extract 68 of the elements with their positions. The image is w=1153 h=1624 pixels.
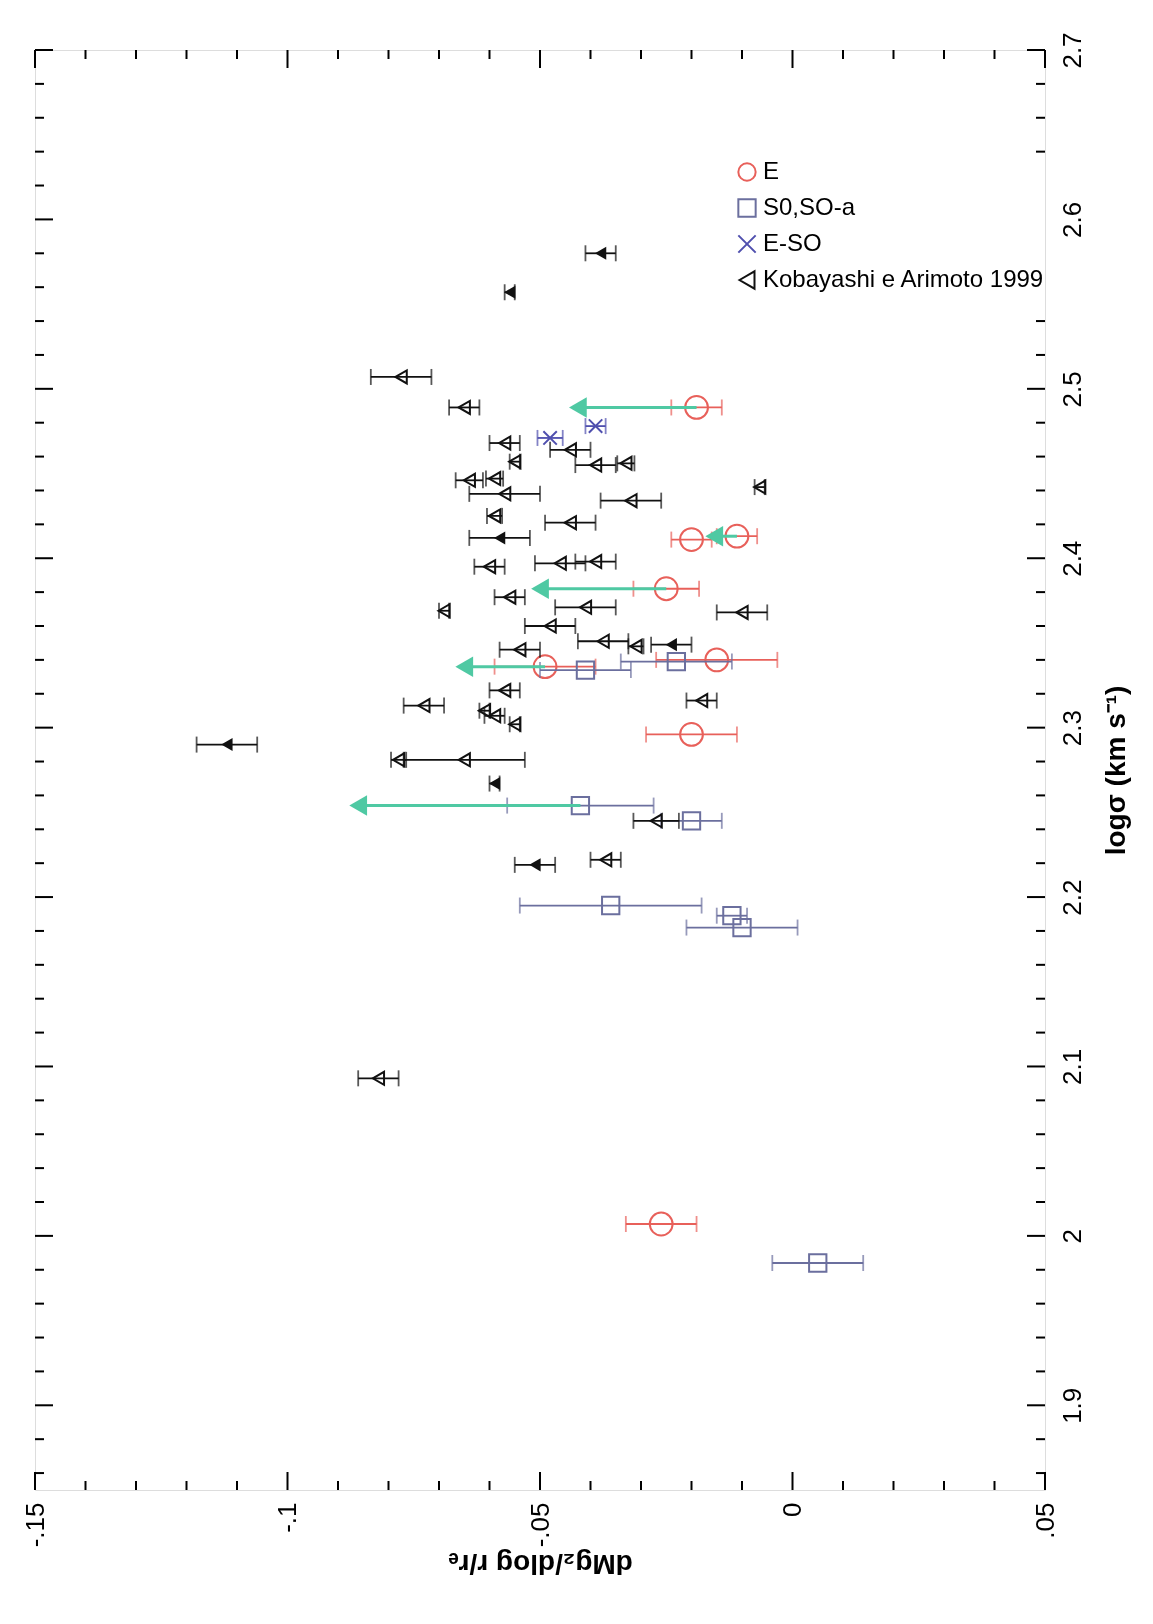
point xyxy=(665,638,677,652)
point xyxy=(588,554,603,570)
point xyxy=(553,555,567,571)
point xyxy=(704,647,730,673)
y-tick-label: 2.2 xyxy=(1056,879,1087,916)
point xyxy=(417,698,431,714)
point xyxy=(482,559,497,575)
point xyxy=(588,457,603,473)
x-tick-label: -.05 xyxy=(524,1502,555,1548)
y-tick-label: 2.1 xyxy=(1056,1048,1087,1086)
point xyxy=(503,589,517,605)
point xyxy=(649,813,663,829)
point xyxy=(735,604,749,620)
point xyxy=(498,486,512,502)
point xyxy=(694,693,709,709)
point xyxy=(487,708,502,724)
x-tick-label: -.1 xyxy=(272,1502,302,1533)
y-tick-label: 2.7 xyxy=(1056,32,1087,69)
point xyxy=(462,472,476,488)
point xyxy=(601,895,621,916)
legend-label: E-SO xyxy=(763,229,822,256)
point xyxy=(684,395,709,420)
point xyxy=(681,811,702,831)
point xyxy=(624,493,638,509)
point xyxy=(653,576,679,602)
point xyxy=(808,1253,828,1273)
point xyxy=(594,246,607,260)
x-tick-label: -.15 xyxy=(19,1502,50,1548)
point xyxy=(371,1070,386,1086)
point xyxy=(599,852,613,868)
point xyxy=(679,527,704,552)
point xyxy=(578,599,593,615)
point xyxy=(563,442,577,458)
x-tick-label: .05 xyxy=(1029,1502,1060,1539)
legend-label: E xyxy=(763,157,780,184)
point xyxy=(648,1211,674,1237)
y-tick-label: 2.3 xyxy=(1056,710,1087,747)
y-tick-label: 2.5 xyxy=(1056,371,1087,408)
y-tick-label: 2.6 xyxy=(1056,201,1087,238)
legend-label: Kobayashi e Arimoto 1999 xyxy=(763,265,1044,292)
legend-label: S0,SO-a xyxy=(763,193,856,220)
point xyxy=(532,654,558,680)
point xyxy=(563,515,577,531)
point xyxy=(570,795,591,816)
point xyxy=(513,642,527,658)
point xyxy=(221,738,233,752)
x-axis-title: dMg₂/dlog r/rₑ xyxy=(448,1549,633,1581)
point xyxy=(722,906,742,926)
point xyxy=(732,917,752,938)
point xyxy=(542,430,558,446)
x-tick-label: 0 xyxy=(777,1502,807,1517)
point xyxy=(529,858,541,872)
y-axis-title: logσ (km s⁻¹) xyxy=(1099,685,1131,856)
y-tick-label: 2 xyxy=(1056,1229,1087,1244)
point xyxy=(498,435,512,451)
point xyxy=(498,682,512,698)
point xyxy=(457,752,471,768)
point xyxy=(493,531,506,545)
point xyxy=(394,369,408,385)
y-tick-label: 1.9 xyxy=(1056,1387,1087,1424)
y-tick-label: 2.4 xyxy=(1056,540,1087,577)
point xyxy=(724,523,750,549)
point xyxy=(666,651,687,672)
point xyxy=(457,399,471,415)
point xyxy=(596,633,610,649)
point xyxy=(575,660,596,680)
point xyxy=(679,722,704,747)
point xyxy=(543,618,557,634)
